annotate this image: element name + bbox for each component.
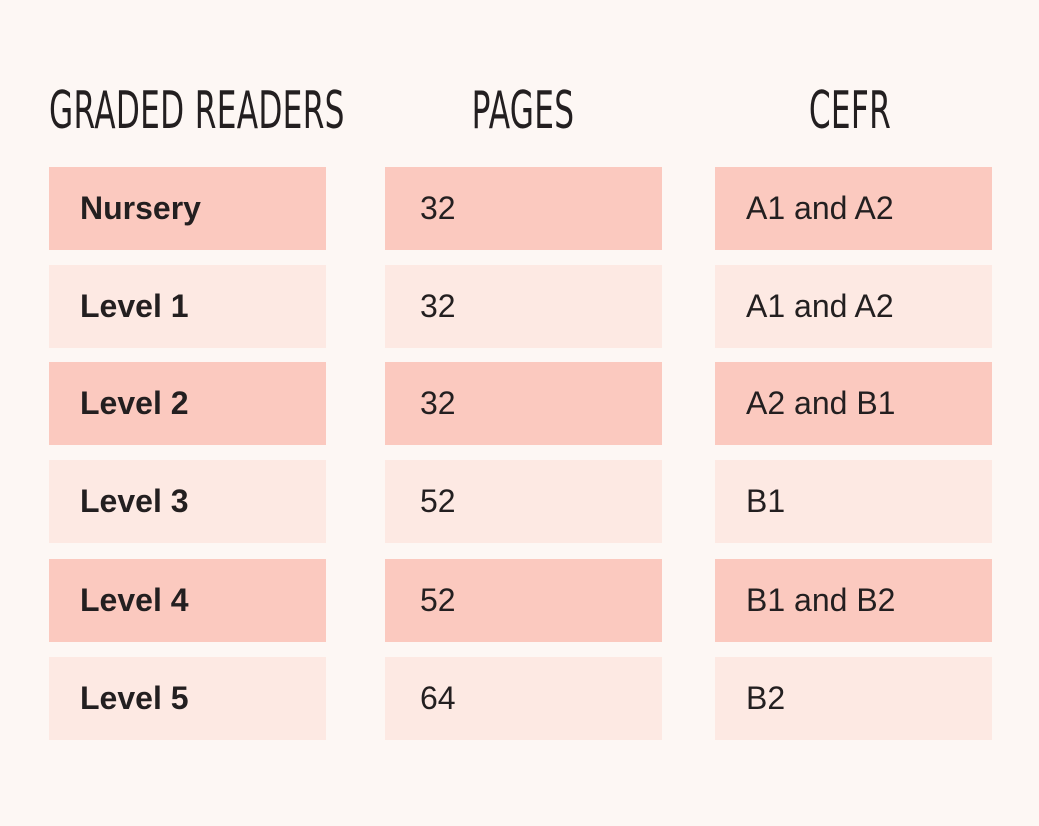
header-cefr-label: CEFR <box>808 81 892 141</box>
table-cell-reader: Nursery <box>49 167 326 250</box>
pages-value: 52 <box>420 582 456 618</box>
cefr-value: A2 and B1 <box>746 385 896 421</box>
table-cell-reader: Level 2 <box>49 362 326 445</box>
pages-value: 32 <box>420 288 456 324</box>
table-cell-pages: 64 <box>385 657 662 740</box>
reader-label: Level 5 <box>80 680 189 716</box>
pages-value: 32 <box>420 190 456 226</box>
cefr-value: A1 and A2 <box>746 190 894 226</box>
cefr-value: B1 and B2 <box>746 582 896 618</box>
reader-label: Level 2 <box>80 385 189 421</box>
table-cell-cefr: B1 <box>715 460 992 543</box>
cefr-value: B2 <box>746 680 786 716</box>
header-graded-readers: GRADED READERS <box>49 78 345 144</box>
pages-value: 52 <box>420 483 456 519</box>
table-cell-cefr: B2 <box>715 657 992 740</box>
reader-label: Level 1 <box>80 288 189 324</box>
table-cell-pages: 52 <box>385 460 662 543</box>
table-cell-pages: 32 <box>385 362 662 445</box>
cefr-value: B1 <box>746 483 786 519</box>
table-cell-cefr: A1 and A2 <box>715 167 992 250</box>
table-cell-pages: 32 <box>385 265 662 348</box>
header-graded-readers-label: GRADED READERS <box>49 81 345 141</box>
table-cell-pages: 52 <box>385 559 662 642</box>
table-cell-cefr: A2 and B1 <box>715 362 992 445</box>
header-pages-label: PAGES <box>471 81 575 141</box>
table-cell-reader: Level 5 <box>49 657 326 740</box>
table-cell-pages: 32 <box>385 167 662 250</box>
cefr-value: A1 and A2 <box>746 288 894 324</box>
reader-label: Level 3 <box>80 483 189 519</box>
pages-value: 64 <box>420 680 456 716</box>
table-cell-cefr: B1 and B2 <box>715 559 992 642</box>
reader-label: Nursery <box>80 190 201 226</box>
pages-value: 32 <box>420 385 456 421</box>
table-cell-reader: Level 4 <box>49 559 326 642</box>
table-cell-reader: Level 1 <box>49 265 326 348</box>
reader-label: Level 4 <box>80 582 189 618</box>
table-cell-reader: Level 3 <box>49 460 326 543</box>
table-cell-cefr: A1 and A2 <box>715 265 992 348</box>
